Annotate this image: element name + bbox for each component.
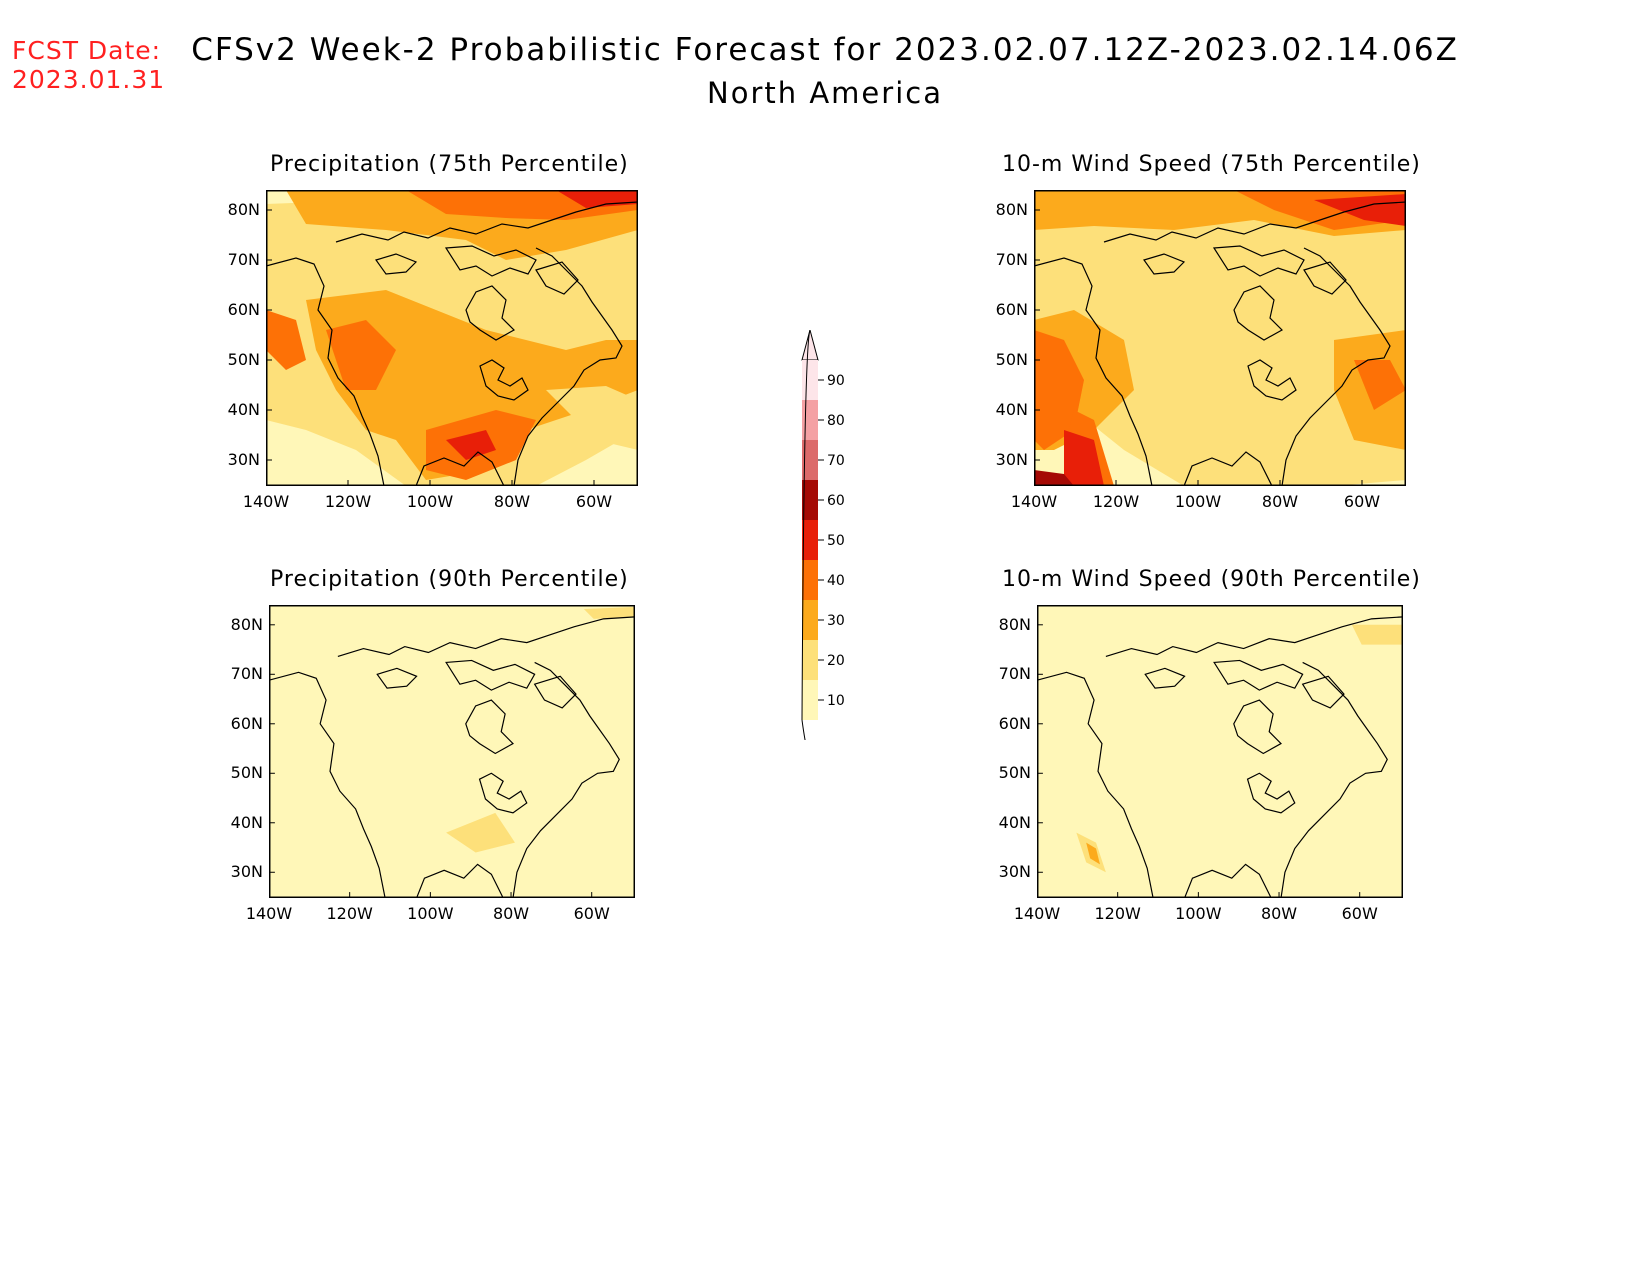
lat-label: 30N bbox=[227, 450, 260, 469]
lon-label: 60W bbox=[573, 904, 610, 923]
lat-label: 70N bbox=[998, 664, 1031, 684]
lon-label: 140W bbox=[1010, 492, 1058, 511]
colorbar-label: 30 bbox=[827, 613, 845, 629]
lon-label: 140W bbox=[245, 904, 293, 923]
map-precip-90 bbox=[269, 605, 635, 898]
panel-title-wind-75: 10-m Wind Speed (75th Percentile) bbox=[1002, 152, 1421, 177]
lon-label: 100W bbox=[407, 904, 454, 923]
lon-label: 80W bbox=[1261, 492, 1299, 511]
colorbar-label: 10 bbox=[827, 693, 845, 709]
lon-label: 60W bbox=[1343, 492, 1381, 511]
map-precip-75 bbox=[266, 190, 638, 486]
colorbar-label: 70 bbox=[827, 453, 845, 469]
lat-label: 60N bbox=[995, 300, 1028, 319]
colorbar-segment bbox=[802, 560, 818, 600]
colorbar-segment bbox=[802, 600, 818, 640]
lat-label: 50N bbox=[995, 350, 1028, 369]
lon-label: 100W bbox=[1174, 492, 1222, 511]
lat-label: 80N bbox=[227, 200, 260, 219]
colorbar-label: 90 bbox=[827, 373, 845, 389]
lat-label: 30N bbox=[230, 862, 263, 882]
lat-label: 50N bbox=[230, 763, 263, 783]
fcst-date-label: FCST Date: 2023.01.31 bbox=[12, 36, 165, 94]
colorbar-bottom-curve bbox=[801, 719, 806, 740]
lon-label: 60W bbox=[575, 492, 613, 511]
panel-title-precip-90: Precipitation (90th Percentile) bbox=[270, 567, 629, 592]
colorbar-label: 80 bbox=[827, 413, 845, 429]
lat-label: 30N bbox=[995, 450, 1028, 469]
colorbar-segment bbox=[802, 360, 818, 400]
lat-label: 80N bbox=[995, 200, 1028, 219]
colorbar-label: 50 bbox=[827, 533, 845, 549]
panel-title-wind-90: 10-m Wind Speed (90th Percentile) bbox=[1002, 567, 1421, 592]
lon-label: 140W bbox=[1013, 904, 1061, 923]
fcst-date: 2023.01.31 bbox=[12, 65, 166, 94]
colorbar-segment bbox=[802, 520, 818, 560]
lon-label: 80W bbox=[493, 492, 531, 511]
lat-label: 40N bbox=[227, 400, 260, 419]
lon-label: 120W bbox=[326, 904, 373, 923]
lon-label: 120W bbox=[1094, 904, 1141, 923]
colorbar-label: 40 bbox=[827, 573, 845, 589]
panel-title-precip-75: Precipitation (75th Percentile) bbox=[270, 152, 629, 177]
lon-label: 120W bbox=[1092, 492, 1140, 511]
lon-label: 120W bbox=[324, 492, 372, 511]
lon-label: 140W bbox=[242, 492, 290, 511]
map-wind-75 bbox=[1034, 190, 1406, 486]
colorbar-label: 20 bbox=[827, 653, 845, 669]
colorbar-top-triangle bbox=[801, 330, 819, 361]
lat-label: 40N bbox=[230, 812, 263, 832]
colorbar-segment bbox=[802, 480, 818, 520]
colorbar-segment bbox=[802, 400, 818, 440]
fcst-label: FCST Date: bbox=[12, 36, 162, 65]
page-title: CFSv2 Week-2 Probabilistic Forecast for … bbox=[191, 32, 1459, 68]
lat-label: 40N bbox=[998, 812, 1031, 832]
colorbar-segment bbox=[802, 680, 818, 720]
map-wind-90 bbox=[1037, 605, 1403, 898]
lat-label: 80N bbox=[230, 614, 263, 634]
lon-label: 100W bbox=[1175, 904, 1222, 923]
lat-label: 60N bbox=[227, 300, 260, 319]
page-subtitle: North America bbox=[707, 76, 943, 110]
colorbar-legend: 90 80 70 60 50 40 30 20 10 bbox=[801, 330, 845, 740]
colorbar-segment bbox=[802, 440, 818, 480]
colorbar-label: 60 bbox=[827, 493, 845, 509]
lon-label: 100W bbox=[406, 492, 454, 511]
lat-label: 50N bbox=[998, 763, 1031, 783]
colorbar-segment bbox=[802, 640, 818, 680]
lat-label: 70N bbox=[227, 250, 260, 269]
colorbar-outline bbox=[801, 330, 811, 721]
lat-label: 70N bbox=[995, 250, 1028, 269]
lon-label: 80W bbox=[492, 904, 530, 923]
lat-label: 60N bbox=[230, 713, 263, 733]
lat-label: 80N bbox=[998, 614, 1031, 634]
lat-label: 70N bbox=[230, 664, 263, 684]
lat-label: 40N bbox=[995, 400, 1028, 419]
lat-label: 30N bbox=[998, 862, 1031, 882]
lon-label: 80W bbox=[1260, 904, 1298, 923]
lat-label: 50N bbox=[227, 350, 260, 369]
lon-label: 60W bbox=[1341, 904, 1378, 923]
lat-label: 60N bbox=[998, 713, 1031, 733]
